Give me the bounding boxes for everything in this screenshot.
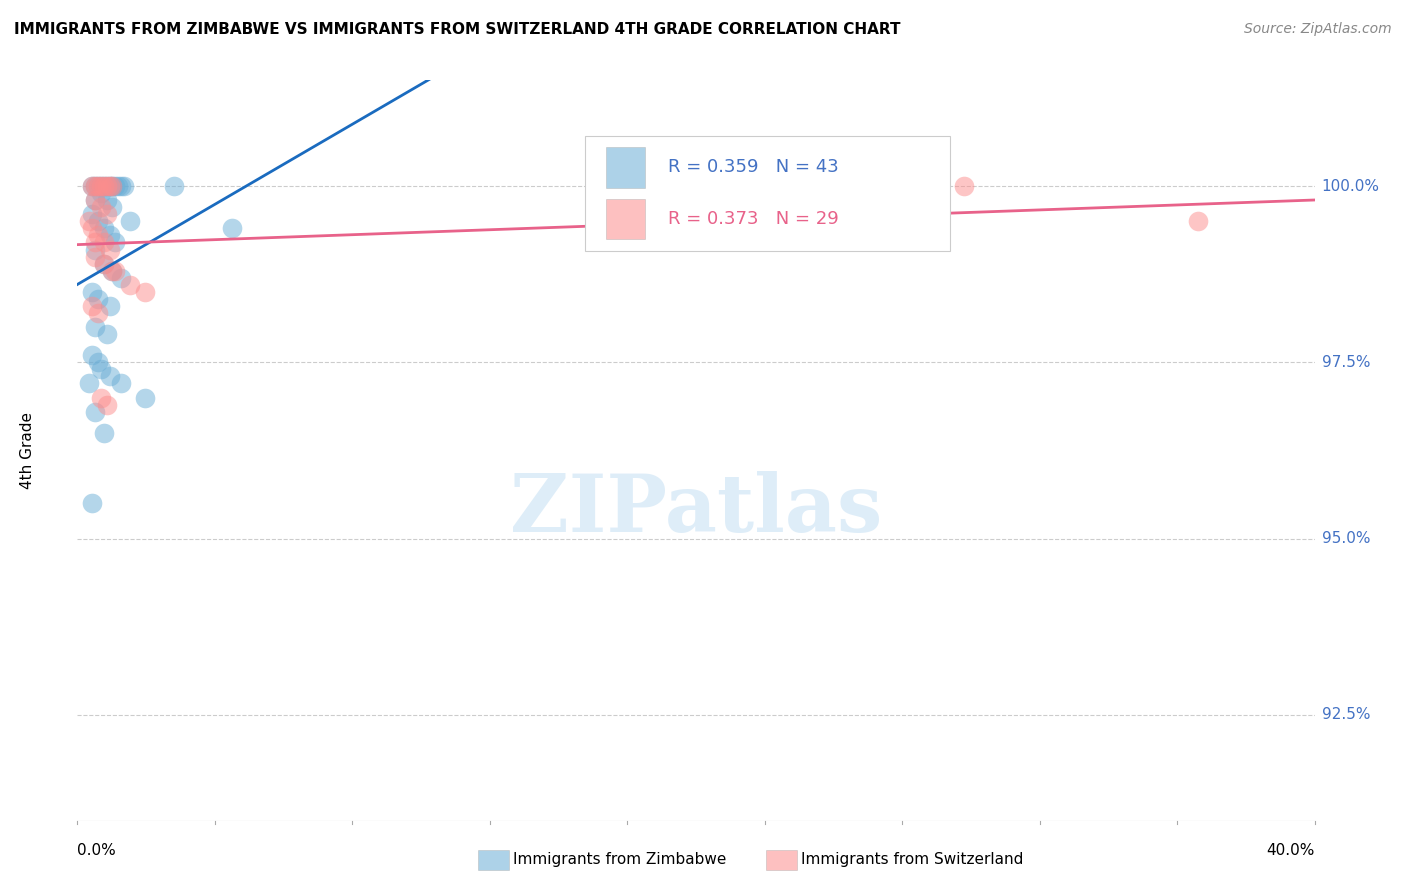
- Point: [80, 299, 103, 313]
- Point: [98, 369, 121, 384]
- Point: [83, 250, 105, 264]
- Point: [93, 425, 115, 440]
- Point: [83, 193, 105, 207]
- Text: 95.0%: 95.0%: [1322, 531, 1369, 546]
- Point: [110, 270, 132, 285]
- Text: Immigrants from Zimbabwe: Immigrants from Zimbabwe: [513, 853, 727, 867]
- Point: [163, 179, 186, 194]
- Point: [90, 179, 112, 194]
- Point: [83, 179, 105, 194]
- Point: [96, 179, 118, 194]
- Point: [104, 179, 127, 194]
- Point: [101, 179, 124, 194]
- Point: [101, 179, 124, 194]
- Text: 4th Grade: 4th Grade: [20, 412, 35, 489]
- Point: [134, 285, 156, 299]
- Point: [93, 221, 115, 235]
- Text: Immigrants from Switzerland: Immigrants from Switzerland: [801, 853, 1024, 867]
- Point: [96, 193, 118, 207]
- Point: [83, 405, 105, 419]
- Text: R = 0.373   N = 29: R = 0.373 N = 29: [668, 211, 838, 228]
- Point: [80, 496, 103, 510]
- Point: [87, 355, 110, 369]
- Point: [118, 277, 141, 292]
- FancyBboxPatch shape: [606, 199, 645, 239]
- Point: [96, 398, 118, 412]
- Point: [98, 179, 121, 194]
- Text: 0.0%: 0.0%: [77, 843, 117, 858]
- Point: [87, 228, 110, 243]
- Point: [104, 235, 127, 250]
- Point: [77, 376, 100, 391]
- Point: [87, 179, 110, 194]
- Point: [1187, 214, 1209, 228]
- Point: [90, 391, 112, 405]
- Point: [93, 179, 115, 194]
- Point: [104, 263, 127, 277]
- Point: [80, 221, 103, 235]
- Text: 100.0%: 100.0%: [1322, 178, 1379, 194]
- Point: [98, 228, 121, 243]
- Point: [96, 207, 118, 221]
- Point: [83, 235, 105, 250]
- Point: [98, 179, 121, 194]
- Point: [83, 179, 105, 194]
- Point: [96, 327, 118, 342]
- Point: [118, 214, 141, 228]
- Text: ZIPatlas: ZIPatlas: [510, 471, 882, 549]
- Point: [107, 179, 129, 194]
- Point: [90, 186, 112, 200]
- Point: [96, 179, 118, 194]
- Point: [83, 320, 105, 334]
- Point: [87, 179, 110, 194]
- FancyBboxPatch shape: [585, 136, 949, 251]
- Point: [98, 243, 121, 257]
- Point: [93, 257, 115, 271]
- Point: [101, 263, 124, 277]
- Point: [80, 207, 103, 221]
- Point: [101, 263, 124, 277]
- Point: [101, 200, 124, 214]
- Text: R = 0.359   N = 43: R = 0.359 N = 43: [668, 158, 838, 177]
- Text: IMMIGRANTS FROM ZIMBABWE VS IMMIGRANTS FROM SWITZERLAND 4TH GRADE CORRELATION CH: IMMIGRANTS FROM ZIMBABWE VS IMMIGRANTS F…: [14, 22, 901, 37]
- Point: [83, 243, 105, 257]
- Point: [110, 179, 132, 194]
- Point: [221, 221, 243, 235]
- Point: [134, 391, 156, 405]
- Text: Source: ZipAtlas.com: Source: ZipAtlas.com: [1244, 22, 1392, 37]
- Point: [90, 200, 112, 214]
- Point: [93, 235, 115, 250]
- Point: [93, 257, 115, 271]
- Point: [87, 292, 110, 306]
- Point: [110, 376, 132, 391]
- Point: [112, 179, 135, 194]
- Point: [77, 214, 100, 228]
- Point: [83, 193, 105, 207]
- FancyBboxPatch shape: [606, 147, 645, 187]
- Point: [80, 179, 103, 194]
- Text: 97.5%: 97.5%: [1322, 355, 1369, 370]
- Text: 92.5%: 92.5%: [1322, 707, 1369, 723]
- Point: [90, 362, 112, 376]
- Point: [80, 348, 103, 362]
- Point: [93, 179, 115, 194]
- Point: [87, 214, 110, 228]
- Text: 40.0%: 40.0%: [1267, 843, 1315, 858]
- Point: [80, 285, 103, 299]
- Point: [952, 179, 974, 194]
- Point: [87, 306, 110, 320]
- Point: [98, 299, 121, 313]
- Point: [90, 179, 112, 194]
- Point: [80, 179, 103, 194]
